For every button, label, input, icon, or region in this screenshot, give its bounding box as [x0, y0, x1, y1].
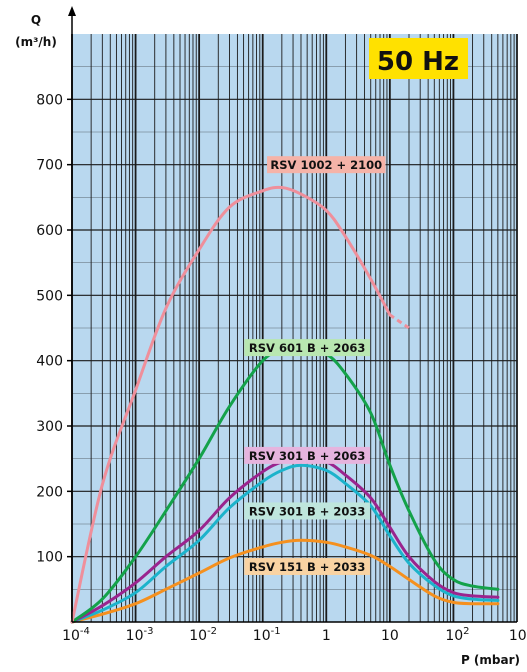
series-label-text: RSV 151 B + 2033: [249, 560, 365, 574]
series-label-box: [244, 446, 370, 464]
series-label-box: [244, 502, 370, 520]
frequency-badge: 50 Hz: [377, 47, 459, 77]
x-tick-label: 1: [322, 628, 331, 644]
y-tick-label: 100: [36, 550, 63, 566]
y-axis-arrow-icon: [68, 6, 76, 16]
series-label-text: RSV 301 B + 2033: [249, 504, 365, 518]
y-tick-label: 300: [36, 419, 63, 435]
x-tick-label: 102: [445, 626, 469, 644]
y-axis-unit: (m³/h): [15, 35, 57, 49]
minor-gridlines: [72, 34, 517, 622]
axes: [67, 6, 517, 623]
series-line-rsv-1002-2100: [70, 185, 392, 624]
series-label-text: RSV 301 B + 2063: [249, 449, 365, 463]
series-label-rsv-301-b-2063: RSV 301 B + 2063: [244, 446, 370, 464]
series-extension-rsv-1002-2100: [389, 313, 410, 330]
series-label-text: RSV 601 B + 2063: [249, 341, 365, 355]
series-line-rsv-151-b-2033: [70, 538, 500, 624]
series-label-rsv-601-b-2063: RSV 601 B + 2063: [244, 339, 370, 357]
x-tick-label: 10-4: [62, 626, 90, 644]
y-tick-label: 500: [36, 288, 63, 304]
series-label-text: RSV 1002 + 2100: [270, 158, 382, 172]
frequency-badge-bg: [369, 38, 468, 79]
x-tick-label: 10-1: [253, 626, 281, 644]
x-tick-label: 10-2: [189, 626, 217, 644]
y-tick-label: 400: [36, 354, 63, 370]
y-tick-label: 600: [36, 223, 63, 239]
series-label-box: [244, 557, 370, 575]
series-labels: RSV 1002 + 2100 RSV 601 B + 2063 RSV 301 B…: [244, 156, 386, 575]
x-tick-label: 103: [509, 626, 527, 644]
x-axis-label: P (mbar): [461, 653, 520, 667]
series-label-rsv-301-b-2033: RSV 301 B + 2033: [244, 502, 370, 520]
x-tick-label: 10-3: [126, 626, 154, 644]
series-label-box: [244, 339, 370, 357]
y-tick-label: 200: [36, 484, 63, 500]
series-label-rsv-151-b-2033: RSV 151 B + 2033: [244, 557, 370, 575]
x-tick-label: 10: [381, 628, 399, 644]
y-tick-label: 800: [36, 92, 63, 108]
series-line-rsv-301-b-2033: [70, 463, 500, 624]
x-tick-labels: 10-4 10-3 10-2 10-1 1 10 102 103: [62, 626, 527, 644]
y-tick-label: 700: [36, 158, 63, 174]
series-label-rsv-1002-2100: RSV 1002 + 2100: [267, 156, 386, 174]
y-axis-unit-symbol: Q: [31, 13, 41, 27]
series-label-box: [267, 156, 386, 174]
y-tick-labels: 100 200 300 400 500 600 700 800: [36, 92, 63, 565]
